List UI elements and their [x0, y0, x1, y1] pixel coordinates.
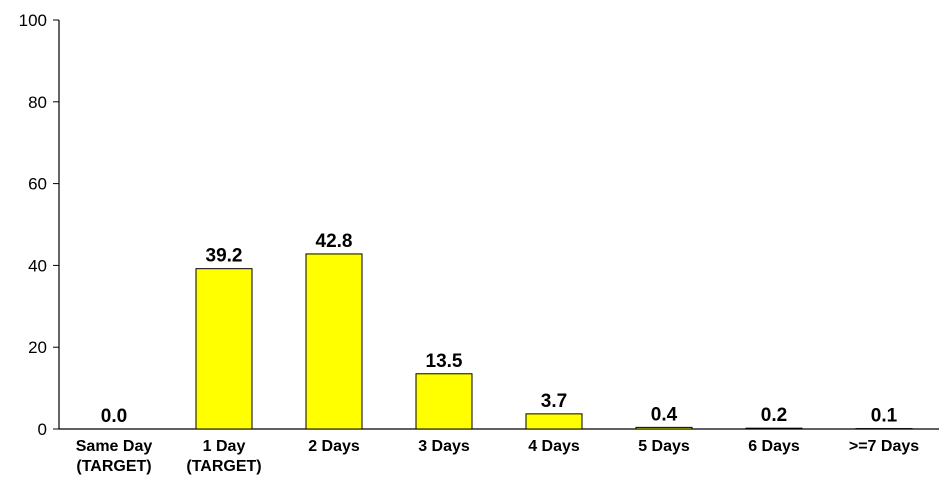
x-tick-label: >=7 Days [849, 438, 919, 455]
bar [415, 373, 473, 430]
data-label: 13.5 [426, 351, 463, 372]
y-tick-label: 0 [38, 420, 47, 439]
y-tick-label: 100 [19, 11, 47, 30]
data-label: 0.4 [651, 404, 678, 425]
y-tick-label: 20 [28, 338, 47, 357]
x-tick-label: 2 Days [308, 438, 360, 455]
x-tick-label: 5 Days [638, 438, 690, 455]
bar [525, 413, 583, 430]
data-label: 39.2 [206, 246, 243, 267]
bar [195, 268, 253, 430]
data-label: 3.7 [541, 391, 567, 412]
x-tick-label: 6 Days [748, 438, 800, 455]
y-tick-label: 40 [28, 256, 47, 275]
x-tick-label: Same Day (TARGET) [76, 438, 153, 475]
y-tick-label: 60 [28, 175, 47, 194]
x-tick-label: 1 Day (TARGET) [186, 438, 261, 475]
bar [635, 426, 693, 430]
data-label: 0.1 [871, 406, 898, 427]
axes [58, 20, 939, 430]
bars [195, 253, 913, 430]
x-tick-label: 4 Days [528, 438, 580, 455]
bar [305, 253, 363, 430]
data-label: 0.2 [761, 405, 787, 426]
y-axis-ticks: 0 20 40 60 80 100 [19, 11, 59, 439]
data-label: 0.0 [101, 406, 127, 427]
y-tick-label: 80 [28, 93, 47, 112]
x-tick-label: 3 Days [418, 438, 470, 455]
x-axis-ticks: Same Day (TARGET) 1 Day (TARGET) 2 Days 3 Day… [76, 438, 919, 475]
data-label: 42.8 [316, 231, 353, 252]
bar [745, 427, 803, 430]
data-labels: 0.0 39.2 42.8 13.5 3.7 0.4 0.2 0.1 [101, 231, 898, 427]
